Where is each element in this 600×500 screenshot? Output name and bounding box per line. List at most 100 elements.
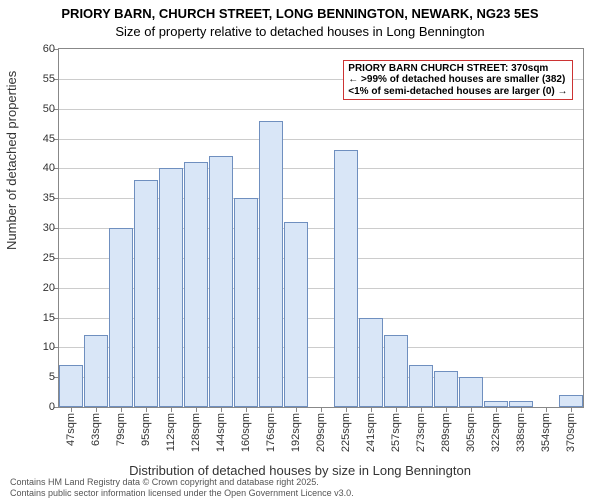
bars-layer: 47sqm63sqm79sqm95sqm112sqm128sqm144sqm16… <box>59 49 583 407</box>
bar-slot: 47sqm <box>59 49 84 407</box>
bar-slot: 128sqm <box>184 49 209 407</box>
xtick-mark <box>221 407 222 412</box>
bar-slot: 322sqm <box>483 49 508 407</box>
xtick-label: 63sqm <box>90 413 102 446</box>
bar <box>434 371 458 407</box>
xtick-mark <box>271 407 272 412</box>
annotation-line: <1% of semi-detached houses are larger (… <box>348 86 567 98</box>
bar <box>184 162 208 407</box>
xtick-label: 338sqm <box>515 413 527 452</box>
bar <box>459 377 483 407</box>
xtick-mark <box>371 407 372 412</box>
bar-slot: 338sqm <box>508 49 533 407</box>
xtick-mark <box>496 407 497 412</box>
bar-slot: 257sqm <box>383 49 408 407</box>
bar-slot: 273sqm <box>408 49 433 407</box>
bar-slot: 192sqm <box>284 49 309 407</box>
xtick-label: 273sqm <box>415 413 427 452</box>
xtick-label: 79sqm <box>115 413 127 446</box>
bar-slot: 289sqm <box>433 49 458 407</box>
bar <box>359 318 383 408</box>
xtick-mark <box>346 407 347 412</box>
xtick-mark <box>396 407 397 412</box>
bar-slot: 160sqm <box>234 49 259 407</box>
ytick-label: 0 <box>49 401 55 413</box>
chart-title-main: PRIORY BARN, CHURCH STREET, LONG BENNING… <box>0 6 600 21</box>
xtick-mark <box>521 407 522 412</box>
y-axis-label: Number of detached properties <box>4 71 19 250</box>
ytick-label: 15 <box>43 312 55 324</box>
xtick-mark <box>546 407 547 412</box>
bar <box>159 168 183 407</box>
xtick-label: 289sqm <box>440 413 452 452</box>
bar <box>384 335 408 407</box>
xtick-label: 257sqm <box>390 413 402 452</box>
bar-slot: 79sqm <box>109 49 134 407</box>
ytick-label: 30 <box>43 222 55 234</box>
bar <box>259 121 283 407</box>
ytick-label: 35 <box>43 192 55 204</box>
xtick-mark <box>246 407 247 412</box>
xtick-label: 128sqm <box>190 413 202 452</box>
ytick-label: 50 <box>43 103 55 115</box>
xtick-label: 112sqm <box>165 413 177 451</box>
xtick-label: 160sqm <box>240 413 252 452</box>
x-axis-label: Distribution of detached houses by size … <box>0 463 600 478</box>
xtick-mark <box>146 407 147 412</box>
bar-slot: 305sqm <box>458 49 483 407</box>
xtick-mark <box>121 407 122 412</box>
bar <box>284 222 308 407</box>
annotation-line: PRIORY BARN CHURCH STREET: 370sqm <box>348 63 567 75</box>
attribution-text: Contains HM Land Registry data © Crown c… <box>10 477 354 498</box>
xtick-mark <box>571 407 572 412</box>
xtick-mark <box>196 407 197 412</box>
xtick-label: 322sqm <box>490 413 502 452</box>
xtick-label: 209sqm <box>315 413 327 452</box>
bar-slot: 225sqm <box>333 49 358 407</box>
bar <box>234 198 258 407</box>
xtick-mark <box>321 407 322 412</box>
bar <box>559 395 583 407</box>
ytick-label: 25 <box>43 252 55 264</box>
xtick-mark <box>471 407 472 412</box>
bar <box>84 335 108 407</box>
ytick-label: 55 <box>43 73 55 85</box>
ytick-label: 20 <box>43 282 55 294</box>
bar <box>109 228 133 407</box>
bar-slot: 144sqm <box>209 49 234 407</box>
xtick-label: 144sqm <box>215 413 227 452</box>
xtick-mark <box>71 407 72 412</box>
bar <box>334 150 358 407</box>
xtick-mark <box>446 407 447 412</box>
annotation-line: ← >99% of detached houses are smaller (3… <box>348 74 567 86</box>
annotation-box: PRIORY BARN CHURCH STREET: 370sqm← >99% … <box>343 60 572 101</box>
xtick-label: 241sqm <box>365 413 377 452</box>
xtick-mark <box>96 407 97 412</box>
ytick-label: 60 <box>43 43 55 55</box>
ytick-label: 40 <box>43 162 55 174</box>
plot-area: 051015202530354045505560 47sqm63sqm79sqm… <box>58 48 584 408</box>
xtick-label: 305sqm <box>465 413 477 452</box>
ytick-label: 5 <box>49 371 55 383</box>
bar-slot: 112sqm <box>159 49 184 407</box>
chart-title-sub: Size of property relative to detached ho… <box>0 24 600 39</box>
ytick-label: 10 <box>43 341 55 353</box>
xtick-label: 176sqm <box>265 413 277 452</box>
ytick-label: 45 <box>43 133 55 145</box>
xtick-label: 225sqm <box>340 413 352 452</box>
bar <box>209 156 233 407</box>
bar <box>409 365 433 407</box>
bar <box>59 365 83 407</box>
xtick-label: 354sqm <box>540 413 552 452</box>
bar-slot: 370sqm <box>558 49 583 407</box>
bar <box>134 180 158 407</box>
xtick-label: 370sqm <box>565 413 577 452</box>
xtick-mark <box>296 407 297 412</box>
xtick-mark <box>171 407 172 412</box>
attribution-line-1: Contains HM Land Registry data © Crown c… <box>10 477 354 487</box>
bar-slot: 241sqm <box>358 49 383 407</box>
bar-slot: 95sqm <box>134 49 159 407</box>
bar-slot: 354sqm <box>533 49 558 407</box>
xtick-label: 47sqm <box>65 413 77 446</box>
chart-container: PRIORY BARN, CHURCH STREET, LONG BENNING… <box>0 0 600 500</box>
